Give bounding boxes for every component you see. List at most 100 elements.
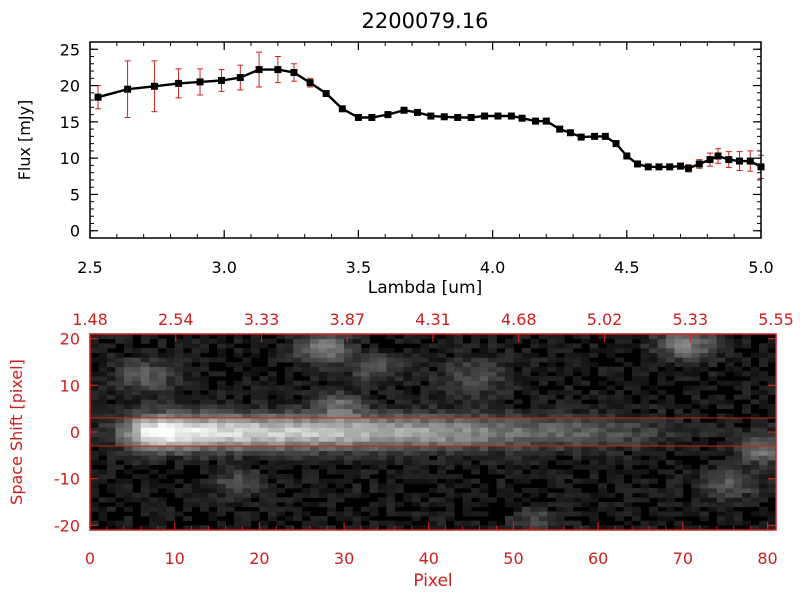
heatmap-cell — [445, 516, 455, 522]
heatmap-cell — [555, 502, 565, 508]
heatmap-cell — [742, 469, 751, 475]
heatmap-cell — [157, 520, 167, 526]
heatmap-cell — [555, 404, 565, 410]
heatmap-cell — [327, 418, 337, 424]
heatmap-cell — [521, 464, 531, 470]
heatmap-cell — [293, 441, 303, 447]
heatmap-cell — [615, 422, 624, 428]
heatmap-cell — [547, 422, 557, 428]
heatmap-cell — [462, 432, 472, 438]
heatmap-cell — [471, 338, 480, 344]
heatmap-cell — [90, 413, 99, 419]
heatmap-cell — [191, 450, 201, 456]
heatmap-cell — [267, 390, 277, 396]
heatmap-cell — [640, 343, 650, 349]
heatmap-cell — [716, 418, 726, 424]
heatmap-cell — [106, 394, 116, 400]
heatmap-cell — [149, 483, 159, 489]
heatmap-cell — [572, 511, 582, 517]
heatmap-cell — [581, 338, 591, 344]
heatmap-cell — [310, 376, 320, 382]
heatmap-cell — [267, 427, 277, 433]
heatmap-cell — [166, 422, 176, 428]
heatmap-cell — [598, 390, 608, 396]
heatmap-cell — [589, 478, 599, 484]
heatmap-cell — [386, 469, 396, 475]
heatmap-cell — [276, 427, 286, 433]
data-point — [556, 125, 564, 133]
heatmap-cell — [759, 455, 768, 461]
heatmap-cell — [759, 436, 768, 442]
heatmap-cell — [361, 455, 370, 461]
heatmap-cell — [733, 338, 743, 344]
heatmap-cell — [106, 497, 116, 503]
heatmap-cell — [149, 469, 159, 475]
heatmap-cell — [327, 497, 337, 503]
heatmap-cell — [437, 469, 447, 475]
heatmap-cell — [445, 464, 455, 470]
heatmap-cell — [377, 460, 387, 466]
heatmap-cell — [411, 492, 421, 498]
heatmap-cell — [267, 380, 277, 386]
heatmap-cell — [183, 488, 193, 494]
heatmap-cell — [327, 334, 337, 340]
heatmap-cell — [233, 525, 243, 531]
heatmap-cell — [259, 385, 269, 391]
heatmap-cell — [233, 408, 243, 414]
data-point — [518, 114, 526, 122]
heatmap-cell — [479, 422, 489, 428]
heatmap-cell — [471, 404, 480, 410]
heatmap-cell — [174, 371, 184, 377]
heatmap-cell — [250, 390, 260, 396]
heatmap-cell — [327, 408, 337, 414]
heatmap-cell — [547, 441, 557, 447]
heatmap-cell — [564, 348, 574, 354]
heatmap-cell — [369, 380, 379, 386]
heatmap-cell — [759, 511, 768, 517]
heatmap-cell — [242, 483, 252, 489]
heatmap-cell — [242, 436, 252, 442]
heatmap-cell — [394, 488, 404, 494]
heatmap-cell — [115, 436, 125, 442]
heatmap-cell — [377, 376, 387, 382]
heatmap-cell — [530, 432, 540, 438]
heatmap-cell — [394, 371, 404, 377]
heatmap-cell — [301, 338, 311, 344]
heatmap-cell — [479, 348, 489, 354]
heatmap-cell — [233, 446, 243, 452]
heatmap-cell — [106, 469, 116, 475]
heatmap-cell — [496, 483, 506, 489]
heatmap-cell — [318, 357, 328, 363]
heatmap-cell — [225, 408, 235, 414]
data-point — [274, 66, 282, 74]
heatmap-cell — [513, 511, 523, 517]
heatmap-cell — [606, 450, 616, 456]
heatmap-cell — [310, 422, 320, 428]
heatmap-cell — [166, 516, 176, 522]
heatmap-cell — [191, 343, 201, 349]
heatmap-cell — [530, 394, 540, 400]
heatmap-cell — [250, 399, 260, 405]
heatmap-cell — [98, 362, 108, 368]
heatmap-cell — [90, 422, 99, 428]
heatmap-cell — [742, 497, 751, 503]
heatmap-cell — [606, 371, 616, 377]
heatmap-cell — [208, 338, 218, 344]
heatmap-cell — [428, 376, 438, 382]
heatmap-cell — [471, 446, 480, 452]
heatmap-cell — [589, 455, 599, 461]
heatmap-cell — [640, 338, 650, 344]
heatmap-cell — [335, 362, 345, 368]
heatmap-cell — [149, 516, 159, 522]
heatmap-cell — [276, 404, 286, 410]
heatmap-cell — [284, 348, 294, 354]
heatmap-cell — [344, 455, 353, 461]
heatmap-cell — [420, 366, 430, 372]
heatmap-cell — [725, 422, 735, 428]
heatmap-cell — [640, 483, 650, 489]
heatmap-cell — [217, 474, 226, 480]
heatmap-cell — [106, 408, 116, 414]
wavelength-tick-label: 5.33 — [672, 310, 708, 329]
heatmap-cell — [488, 460, 497, 466]
heatmap-cell — [555, 418, 565, 424]
